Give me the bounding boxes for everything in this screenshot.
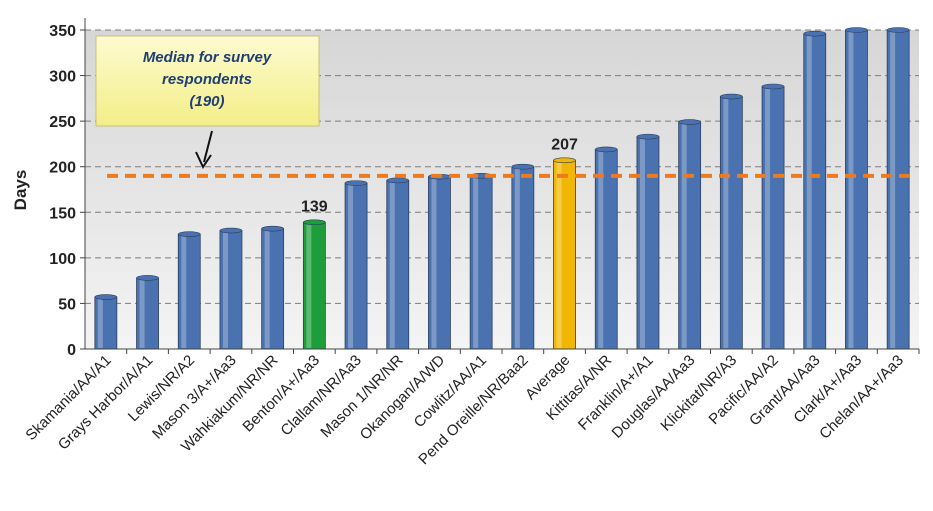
x-tick-label: Cowlitz/AA/A1 bbox=[411, 352, 490, 431]
bar-highlight bbox=[97, 298, 103, 348]
bar-cap bbox=[720, 93, 743, 100]
bar-highlight bbox=[765, 87, 771, 348]
bar-cap bbox=[761, 83, 785, 90]
y-tick-label: 50 bbox=[58, 296, 76, 313]
data-label: 139 bbox=[301, 198, 328, 215]
bar-cap bbox=[219, 227, 243, 234]
bar-highlight bbox=[431, 177, 437, 348]
bar-cap bbox=[94, 294, 118, 300]
data-label: 207 bbox=[551, 136, 578, 153]
bar-highlight bbox=[556, 161, 562, 348]
bar-cap bbox=[636, 133, 660, 140]
bar-highlight bbox=[598, 150, 604, 348]
bar-cap bbox=[803, 30, 827, 37]
annotation-arrow-shaft bbox=[203, 130, 213, 163]
y-tick-label: 200 bbox=[49, 160, 76, 177]
y-tick-label: 350 bbox=[49, 23, 76, 40]
bar-highlight bbox=[890, 31, 896, 348]
bar-cap bbox=[553, 157, 576, 164]
bar-highlight bbox=[348, 184, 354, 348]
annotation-line-1: Median for survey bbox=[143, 49, 272, 66]
bar-highlight bbox=[222, 231, 228, 348]
bar-highlight bbox=[473, 176, 479, 348]
bar-highlight bbox=[306, 223, 312, 348]
bar-highlight bbox=[806, 34, 812, 348]
bar-highlight bbox=[264, 229, 270, 348]
bar-cap bbox=[845, 27, 868, 33]
bar-cap bbox=[303, 219, 326, 226]
annotation-line-3: (190) bbox=[189, 93, 224, 110]
bar-cap bbox=[261, 225, 284, 232]
y-tick-label: 300 bbox=[49, 69, 76, 86]
bar-cap bbox=[177, 231, 201, 237]
bar-cap bbox=[886, 27, 910, 33]
y-axis-title: Days bbox=[11, 170, 30, 211]
bar-highlight bbox=[639, 137, 645, 348]
median-annotation-box bbox=[95, 35, 320, 127]
y-tick-label: 0 bbox=[67, 342, 76, 359]
y-tick-label: 100 bbox=[49, 251, 76, 268]
bar-cap bbox=[511, 163, 535, 170]
bar-highlight bbox=[723, 97, 729, 348]
bar-highlight bbox=[181, 235, 187, 348]
bar-highlight bbox=[139, 278, 145, 348]
annotation-arrow-head bbox=[195, 151, 212, 170]
bar-highlight bbox=[389, 181, 395, 348]
annotation-line-2: respondents bbox=[162, 71, 252, 88]
bar-highlight bbox=[514, 167, 520, 348]
bar-cap bbox=[344, 180, 368, 186]
bar-cap bbox=[678, 119, 701, 125]
bar-highlight bbox=[848, 31, 854, 348]
bar-cap bbox=[136, 275, 159, 281]
y-tick-label: 250 bbox=[49, 114, 76, 131]
bar-highlight bbox=[681, 123, 687, 348]
y-tick-label: 150 bbox=[49, 205, 76, 222]
bar-cap bbox=[386, 177, 410, 184]
bar-cap bbox=[594, 146, 618, 153]
